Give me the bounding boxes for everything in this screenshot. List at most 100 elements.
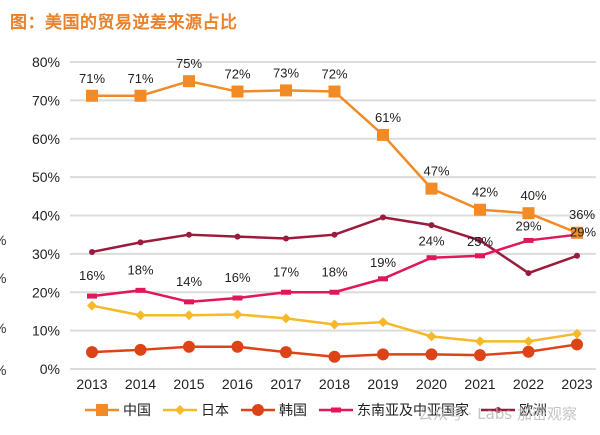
x-tick-label: 2016 <box>222 376 253 392</box>
x-tick-label: 2023 <box>561 376 592 392</box>
data-label: 42% <box>472 185 498 200</box>
legend-label: 中国 <box>123 403 151 419</box>
y-tick-label: 50% <box>32 169 60 185</box>
data-point-diamond <box>232 309 243 320</box>
data-label: 61% <box>375 110 401 125</box>
x-tick-label: 2015 <box>173 376 204 392</box>
data-point-circle <box>134 343 147 356</box>
data-point-diamond <box>523 336 534 347</box>
y-axis-ticks: 0% 10% 20% 30% 40% 50% 60% 70% 80% <box>32 54 60 377</box>
data-label: 36% <box>569 207 595 222</box>
data-point-circle <box>522 345 535 358</box>
data-point-square <box>377 128 389 141</box>
y-tick-label: 60% <box>32 131 60 147</box>
data-point-circle <box>252 404 264 416</box>
data-point-circle <box>328 350 341 363</box>
y-tick-label: 0% <box>40 361 60 377</box>
chart-title: 图：美国的贸易逆差来源占比 <box>10 13 238 33</box>
data-point-dash <box>331 407 341 413</box>
edge-tick: % <box>0 232 6 248</box>
data-label: 16% <box>79 268 105 283</box>
data-point-square <box>183 75 195 88</box>
legend-item: 日本 <box>163 400 229 420</box>
data-point-dot <box>234 233 241 240</box>
data-label: 25% <box>467 234 493 249</box>
legend-swatch <box>163 405 197 415</box>
data-point-square <box>86 89 98 102</box>
data-point-diamond <box>475 336 485 347</box>
edge-tick: % <box>0 320 6 336</box>
x-tick-label: 2021 <box>464 376 495 392</box>
data-point-dash <box>475 253 485 259</box>
y-tick-label: 10% <box>32 323 60 339</box>
data-point-diamond <box>426 331 437 342</box>
data-label: 71% <box>79 71 105 86</box>
legend-item: 中国 <box>85 400 151 420</box>
data-label: 24% <box>418 234 444 249</box>
y-tick-label: 30% <box>32 246 60 262</box>
y-tick-label: 40% <box>32 208 60 224</box>
legend-label: 欧洲 <box>519 403 547 419</box>
data-point-diamond <box>87 300 97 311</box>
data-label: 18% <box>127 262 153 277</box>
data-point-diamond <box>184 310 194 321</box>
data-point-square <box>231 85 244 98</box>
data-label: 19% <box>370 255 396 270</box>
x-axis-ticks: 2013 2014 2015 2016 2017 2018 2019 2020 2021 2022… <box>76 376 592 392</box>
data-point-square <box>522 207 535 220</box>
series-lines <box>91 79 578 358</box>
data-point-square <box>328 85 341 98</box>
data-point-diamond <box>281 313 291 324</box>
data-label: 17% <box>273 264 299 279</box>
x-tick-label: 2014 <box>125 376 156 392</box>
legend-swatch <box>319 407 353 413</box>
data-point-diamond <box>572 328 582 339</box>
series-line <box>92 79 578 234</box>
data-point-square <box>474 203 486 216</box>
data-point-square <box>280 84 292 97</box>
data-point-diamond <box>329 319 340 330</box>
x-tick-label: 2017 <box>270 376 301 392</box>
y-tick-label: 70% <box>32 92 60 108</box>
data-point-dash <box>87 293 97 299</box>
data-label: 18% <box>321 264 347 279</box>
data-point-dash <box>135 287 146 293</box>
data-point-dot <box>525 270 532 277</box>
data-label: 47% <box>423 164 449 179</box>
legend-label: 东南亚及中亚国家 <box>357 403 469 419</box>
data-point-circle <box>183 340 195 353</box>
legend-swatch <box>241 404 275 416</box>
data-point-dot <box>186 231 192 238</box>
x-tick-label: 2018 <box>319 376 350 392</box>
series-markers <box>86 75 583 363</box>
data-point-square <box>96 404 108 416</box>
data-point-dash <box>426 255 437 261</box>
data-label: 72% <box>321 67 347 82</box>
data-point-circle <box>377 348 389 361</box>
data-point-dot <box>137 239 144 246</box>
y-tick-label: 80% <box>32 54 60 70</box>
legend-label: 韩国 <box>279 403 307 419</box>
data-point-square <box>571 226 583 239</box>
data-label: 40% <box>520 188 546 203</box>
edge-tick: % <box>0 270 6 286</box>
data-point-dash <box>378 276 388 282</box>
legend-label: 日本 <box>201 403 229 419</box>
data-label: 16% <box>224 270 250 285</box>
data-point-circle <box>280 346 292 359</box>
data-point-dot <box>428 222 435 229</box>
legend-item: 韩国 <box>241 400 307 420</box>
data-point-dash <box>329 289 340 295</box>
data-point-dash <box>523 237 534 243</box>
data-label: 14% <box>176 274 202 289</box>
data-label: 75% <box>176 56 202 71</box>
data-point-diamond <box>175 405 185 415</box>
edge-tick: % <box>0 362 6 378</box>
legend-swatch <box>481 407 515 413</box>
data-point-dot <box>477 237 483 244</box>
data-point-dot <box>331 231 338 238</box>
data-point-diamond <box>378 317 388 328</box>
x-tick-label: 2013 <box>76 376 107 392</box>
legend-item: 欧洲 <box>481 400 547 420</box>
x-tick-label: 2019 <box>367 376 398 392</box>
